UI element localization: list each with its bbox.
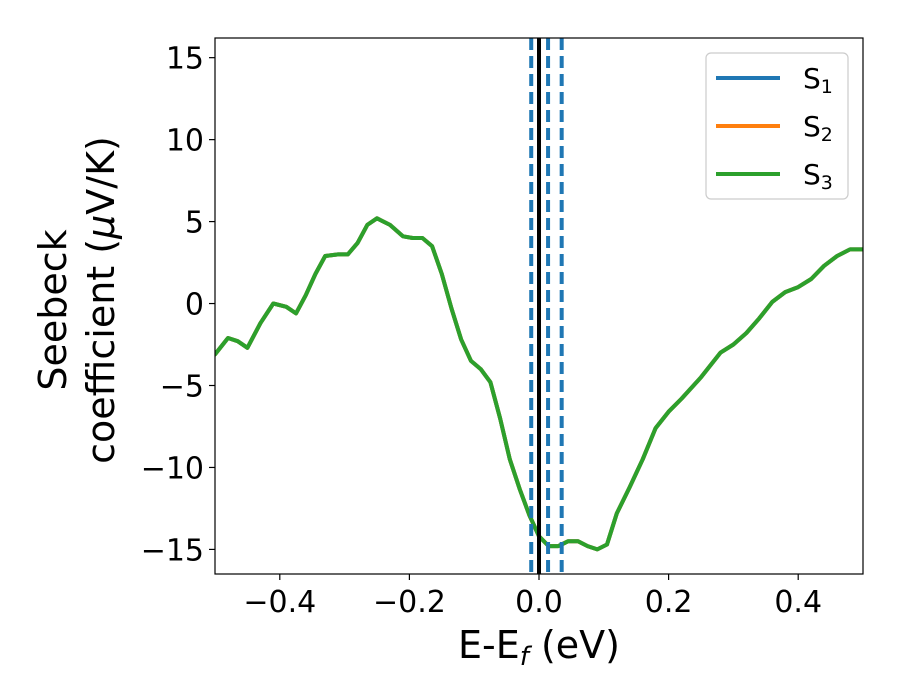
legend: S1 S2 S3 <box>705 52 849 200</box>
x-tick-label: −0.4 <box>243 585 316 620</box>
series-line-3 <box>215 216 863 552</box>
vline-layer <box>529 38 564 574</box>
y-tick-label: −10 <box>141 451 204 486</box>
y-axis-label-line1: Seebeck <box>31 229 75 390</box>
y-tick-label: −15 <box>141 533 204 568</box>
series-layer <box>215 216 863 552</box>
y-ticks: −15 −10 −5 0 5 10 15 <box>141 42 215 568</box>
legend-label-2: S2 <box>803 110 833 146</box>
legend-label-3: S3 <box>803 158 833 194</box>
x-tick-label: 0.2 <box>645 585 693 620</box>
y-tick-label: 15 <box>166 42 204 77</box>
x-tick-label: 0.4 <box>774 585 822 620</box>
x-tick-label: −0.2 <box>373 585 446 620</box>
legend-label-1: S1 <box>803 62 833 98</box>
y-axis-label-line2: coefficient (μV/K) <box>79 136 123 464</box>
x-tick-label: 0.0 <box>515 585 563 620</box>
x-axis-label: E-Ef (eV) <box>458 623 620 672</box>
y-tick-label: −5 <box>160 369 204 404</box>
y-tick-label: 5 <box>185 206 204 241</box>
y-tick-label: 0 <box>185 288 204 323</box>
x-ticks: −0.4 −0.2 0.0 0.2 0.4 <box>243 574 822 620</box>
y-tick-label: 10 <box>166 124 204 159</box>
